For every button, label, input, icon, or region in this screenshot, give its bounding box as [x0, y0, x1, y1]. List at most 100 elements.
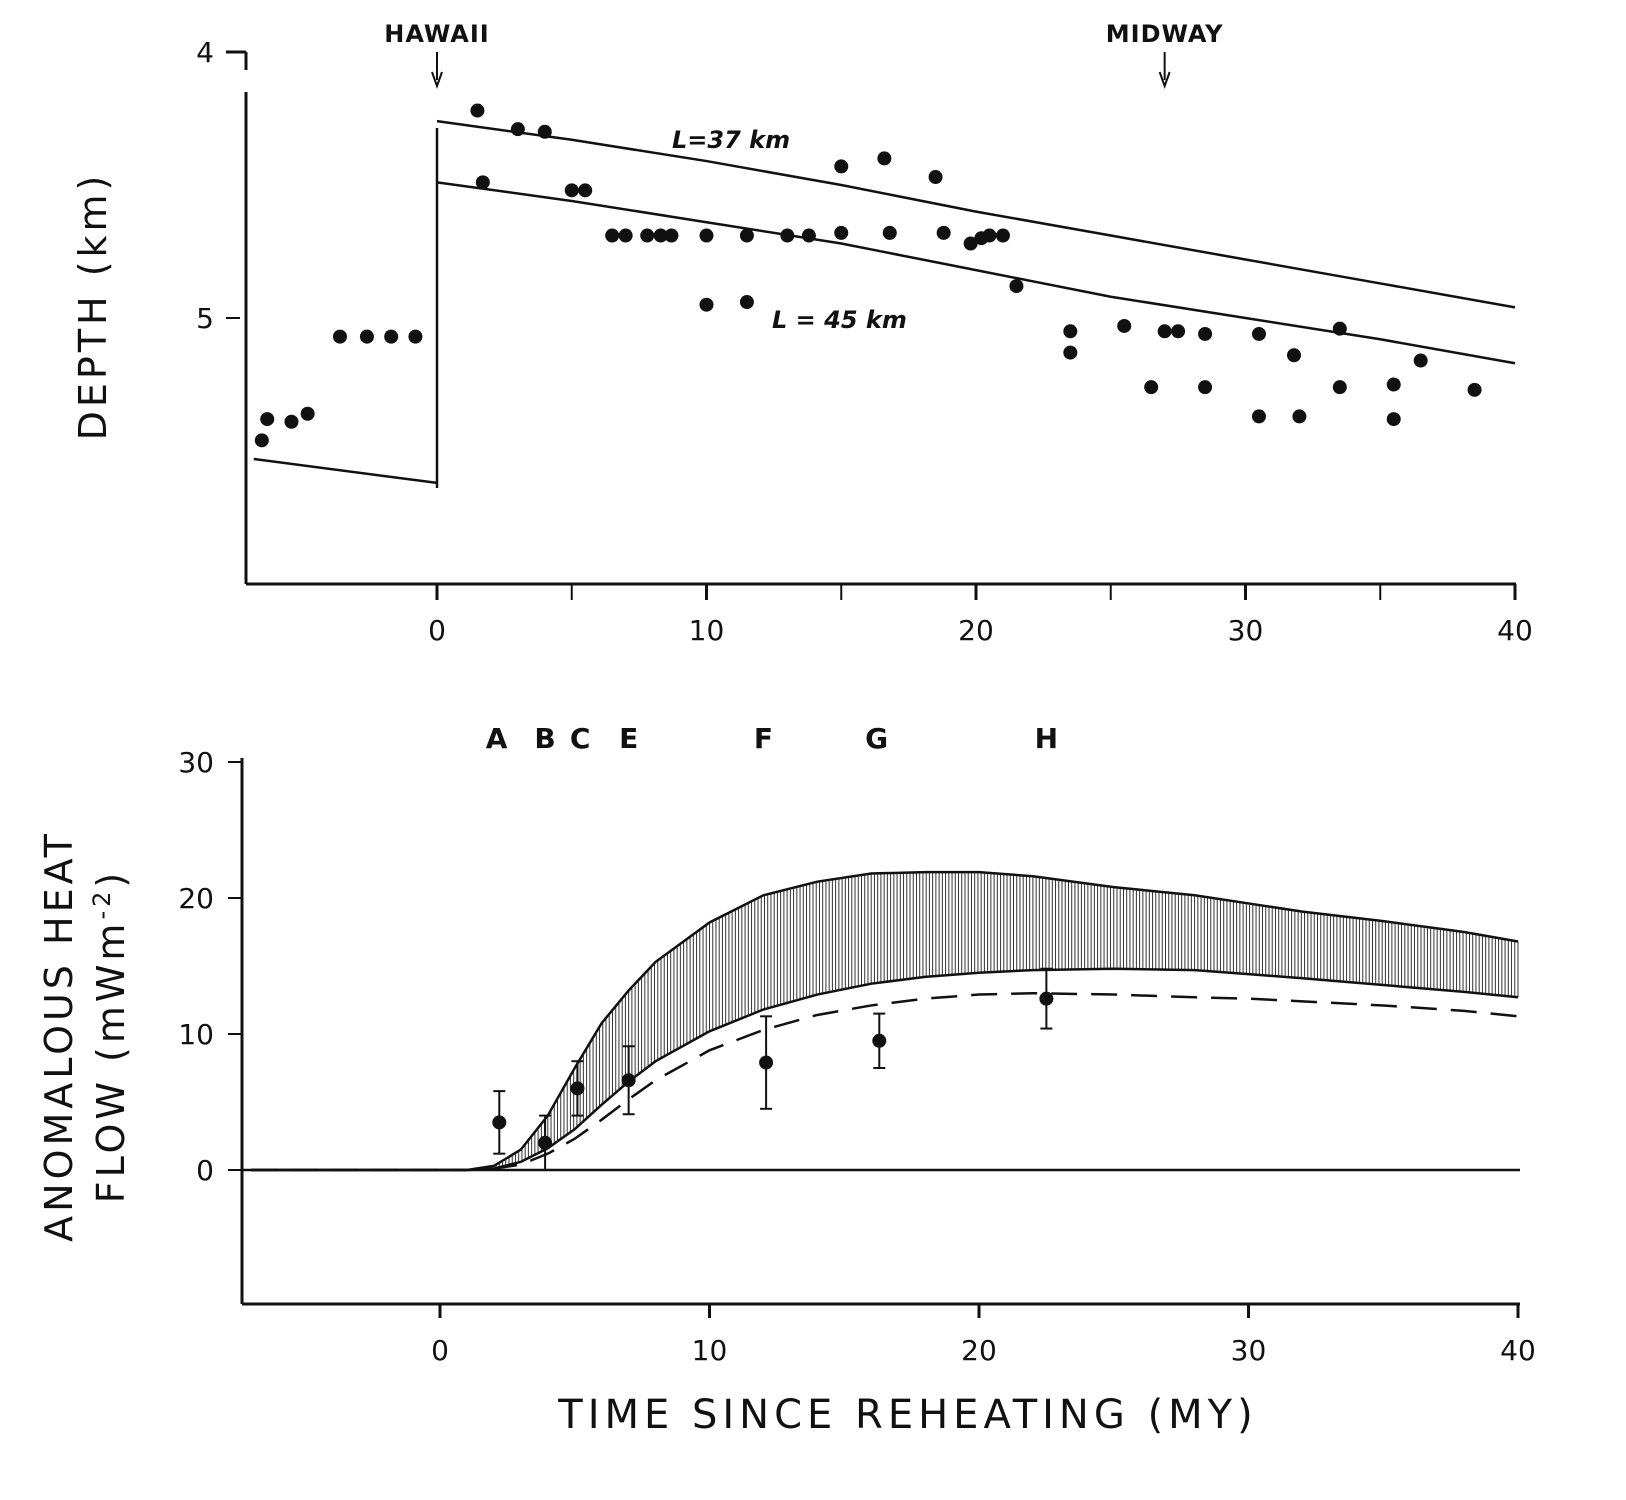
depth-annotations: HAWAII MIDWAY — [384, 20, 1224, 89]
depth-data-point — [963, 236, 978, 251]
depth-data-point — [928, 170, 943, 185]
segment-label-b: B — [534, 722, 555, 755]
depth-x-tick-label: 40 — [1497, 614, 1533, 647]
depth-y-tick-label: 4 — [196, 36, 214, 69]
segment-label-c: C — [570, 722, 591, 755]
annotation-midway: MIDWAY — [1106, 20, 1224, 48]
heatflow-series — [251, 870, 1519, 1172]
depth-data-point — [739, 295, 754, 310]
depth-data-point — [834, 225, 849, 240]
depth-data-point — [1413, 353, 1428, 368]
heatflow-x-axis-title: TIME SINCE REHEATING (MY) — [557, 1392, 1257, 1438]
depth-data-point — [1198, 326, 1213, 341]
depth-data-point — [470, 103, 485, 118]
heatflow-data-point — [570, 1081, 585, 1096]
depth-y-ticks: 45 — [196, 36, 240, 335]
heatflow-x-tick-label: 40 — [1500, 1334, 1536, 1367]
heatflow-y-ticks: 0 10 20 30 — [178, 746, 242, 1187]
segment-label-e: E — [619, 722, 638, 755]
depth-data-point — [564, 183, 579, 198]
segment-label-g: G — [865, 722, 888, 755]
depth-data-point — [653, 228, 668, 243]
segment-label-a: A — [486, 722, 508, 755]
arrow-down-icon — [431, 71, 443, 89]
depth-data-point — [1386, 377, 1401, 392]
depth-data-point — [618, 228, 633, 243]
heatflow-x-tick-label: 0 — [431, 1334, 449, 1367]
segment-label-f: F — [754, 722, 773, 755]
depth-data-point — [739, 228, 754, 243]
heatflow-y-tick-label: 20 — [178, 882, 214, 915]
depth-data-point — [995, 228, 1010, 243]
depth-data-point — [801, 228, 816, 243]
model-upper-curve — [251, 870, 1519, 1172]
depth-data-point — [359, 329, 374, 344]
heatflow-y-tick-label: 10 — [178, 1018, 214, 1051]
heatflow-data-point — [759, 1055, 774, 1070]
heatflow-data-point — [621, 1073, 636, 1088]
depth-data-point — [408, 329, 423, 344]
depth-x-tick-label: 20 — [958, 614, 994, 647]
heatflow-y-axis-title-line1: ANOMALOUS HEAT — [37, 830, 81, 1242]
depth-data-point — [332, 329, 347, 344]
model-curve-l45 — [436, 181, 1516, 365]
heatflow-data-point — [538, 1135, 553, 1150]
depth-data-point — [254, 433, 269, 448]
heatflow-y-tick-label: 30 — [178, 746, 214, 779]
depth-x-tick-label: 0 — [428, 614, 446, 647]
depth-data-point — [537, 124, 552, 139]
heatflow-x-tick-label: 20 — [961, 1334, 997, 1367]
depth-series — [253, 103, 1516, 485]
depth-data-point — [1467, 382, 1482, 397]
depth-data-point — [1144, 380, 1159, 395]
heatflow-data-point — [1039, 991, 1054, 1006]
heatflow-y-tick-label: 0 — [196, 1154, 214, 1187]
model-lower-curve — [251, 967, 1519, 1172]
depth-data-point — [877, 151, 892, 166]
depth-data-point — [510, 122, 525, 137]
depth-data-point — [1063, 324, 1078, 339]
depth-data-point — [1332, 380, 1347, 395]
model-dashed-curve — [251, 991, 1519, 1172]
depth-data-point — [834, 159, 849, 174]
segment-label-h: H — [1035, 722, 1058, 755]
depth-data-point — [664, 228, 679, 243]
depth-data-point — [1251, 409, 1266, 424]
depth-data-point — [1157, 324, 1172, 339]
depth-data-point — [640, 228, 655, 243]
depth-data-point — [578, 183, 593, 198]
depth-data-point — [936, 225, 951, 240]
depth-data-point — [1198, 380, 1213, 395]
model-range-band — [495, 872, 1519, 1169]
curve-label-l37: L=37 km — [672, 126, 790, 154]
depth-data-point — [1171, 324, 1186, 339]
depth-data-point — [1332, 321, 1347, 336]
depth-data-point — [1063, 345, 1078, 360]
depth-data-point — [1117, 318, 1132, 333]
depth-data-point — [605, 228, 620, 243]
arrow-down-icon — [1158, 71, 1171, 89]
depth-data-point — [699, 297, 714, 312]
annotation-hawaii: HAWAII — [384, 20, 489, 48]
heatflow-x-tick-label: 10 — [692, 1334, 728, 1367]
depth-data-point — [475, 175, 490, 190]
depth-data-point — [699, 228, 714, 243]
depth-data-point — [1386, 412, 1401, 427]
depth-data-point — [260, 412, 275, 427]
heatflow-x-ticks: 0 10 20 30 40 — [431, 1304, 1536, 1367]
model-curve-l37 — [436, 119, 1516, 309]
depth-panel: 0 10 20 30 40 45 DEPTH (km) HAWAII MIDWAY L=3… — [71, 20, 1533, 647]
curve-label-l45: L = 45 km — [772, 306, 907, 334]
depth-data-point — [1287, 348, 1302, 363]
depth-data-point — [1009, 279, 1024, 294]
depth-x-tick-label: 30 — [1228, 614, 1264, 647]
depth-data-point — [284, 414, 299, 429]
depth-x-ticks: 0 10 20 30 40 — [428, 584, 1533, 647]
heatflow-y-axis-title-line2: FLOW (mWm-2) — [88, 869, 133, 1203]
depth-data-point — [384, 329, 399, 344]
depth-data-point — [1292, 409, 1307, 424]
depth-x-tick-label: 10 — [689, 614, 725, 647]
